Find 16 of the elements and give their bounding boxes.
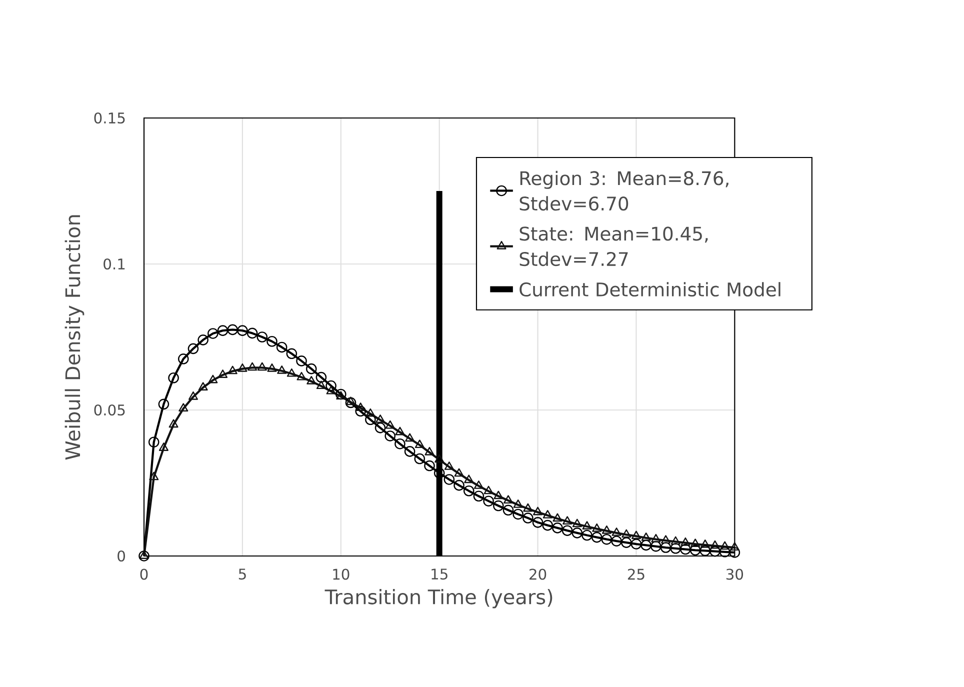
- legend-label: State: Mean=10.45, Stdev=7.27: [520, 226, 708, 266]
- y-tick-label: 0: [118, 550, 125, 562]
- x-tick-label: 10: [333, 568, 350, 580]
- y-tick-label: 0.1: [104, 258, 125, 270]
- x-axis-title: Transition Time (years): [324, 589, 552, 608]
- y-axis-title: Weibull Density Function: [64, 215, 84, 460]
- x-tick-label: 5: [238, 568, 246, 580]
- y-tick-label: 0.15: [94, 112, 125, 124]
- x-tick-label: 20: [530, 568, 546, 580]
- y-tick-label: 0.05: [94, 404, 125, 416]
- x-tick-label: 30: [726, 568, 744, 580]
- x-tick-label: 15: [432, 568, 448, 580]
- x-tick-label: 25: [628, 568, 644, 580]
- legend-label: Region 3: Mean=8.76, Stdev=6.70: [520, 171, 728, 211]
- x-tick-label: 0: [140, 568, 148, 580]
- legend-label: Current Deterministic Model: [520, 282, 780, 297]
